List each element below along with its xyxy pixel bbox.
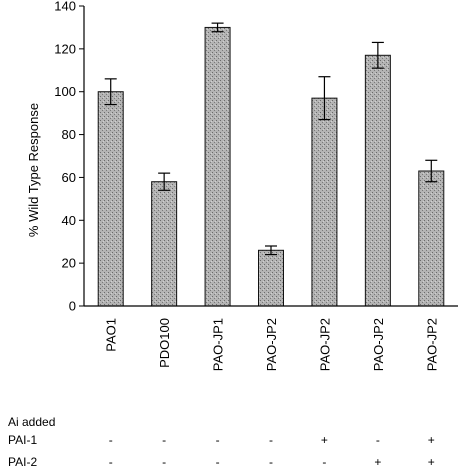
y-tick-label: 100 — [54, 84, 76, 99]
y-axis-title: % Wild Type Response — [26, 103, 41, 237]
category-label: PAO-JP2 — [317, 318, 332, 371]
y-tick-label: 20 — [62, 256, 76, 271]
category-label: PDO100 — [157, 318, 172, 368]
y-tick-label: 120 — [54, 41, 76, 56]
bar — [364, 54, 391, 307]
bar — [151, 181, 178, 307]
bar — [97, 91, 124, 307]
category-label: PAO-JP2 — [424, 318, 439, 371]
y-tick-label: 60 — [62, 170, 76, 185]
table-cell: - — [162, 455, 166, 469]
table-cell: - — [322, 455, 326, 469]
bar — [311, 97, 338, 307]
category-label: PAO1 — [104, 318, 119, 352]
category-label: PAO-JP2 — [264, 318, 279, 371]
table-cell: + — [321, 433, 328, 447]
table-cell: - — [109, 455, 113, 469]
table-cell: - — [216, 433, 220, 447]
bar — [418, 170, 445, 307]
category-label: PAO-JP2 — [371, 318, 386, 371]
bar — [204, 26, 231, 307]
table-cell: + — [428, 455, 435, 469]
table-cell: - — [109, 433, 113, 447]
category-labels: PAO1 PDO100 PAO-JP1 PAO-JP2 PAO-JP2 PAO-JP2 PA… — [104, 318, 440, 371]
table-title: Ai added — [8, 415, 55, 429]
y-tick-label: 140 — [54, 0, 76, 14]
bars — [97, 26, 445, 307]
table-cell: - — [376, 433, 380, 447]
y-tick-label: 80 — [62, 127, 76, 142]
table-cell: + — [428, 433, 435, 447]
table-row-label: PAI-2 — [8, 455, 37, 469]
treatment-table: PAI-1 - - - - + - + PAI-2 - - - - - + + — [8, 433, 435, 469]
y-tick-label: 0 — [69, 299, 76, 314]
table-cell: - — [162, 433, 166, 447]
table-cell: - — [216, 455, 220, 469]
table-cell: - — [269, 455, 273, 469]
bar — [258, 249, 284, 307]
category-label: PAO-JP1 — [211, 318, 226, 371]
table-cell: - — [269, 433, 273, 447]
error-bars — [104, 22, 438, 256]
y-tick-label: 40 — [62, 213, 76, 228]
table-row-label: PAI-1 — [8, 433, 37, 447]
y-axis: 0 20 40 60 80 100 120 140 — [54, 0, 84, 314]
table-cell: + — [374, 455, 381, 469]
